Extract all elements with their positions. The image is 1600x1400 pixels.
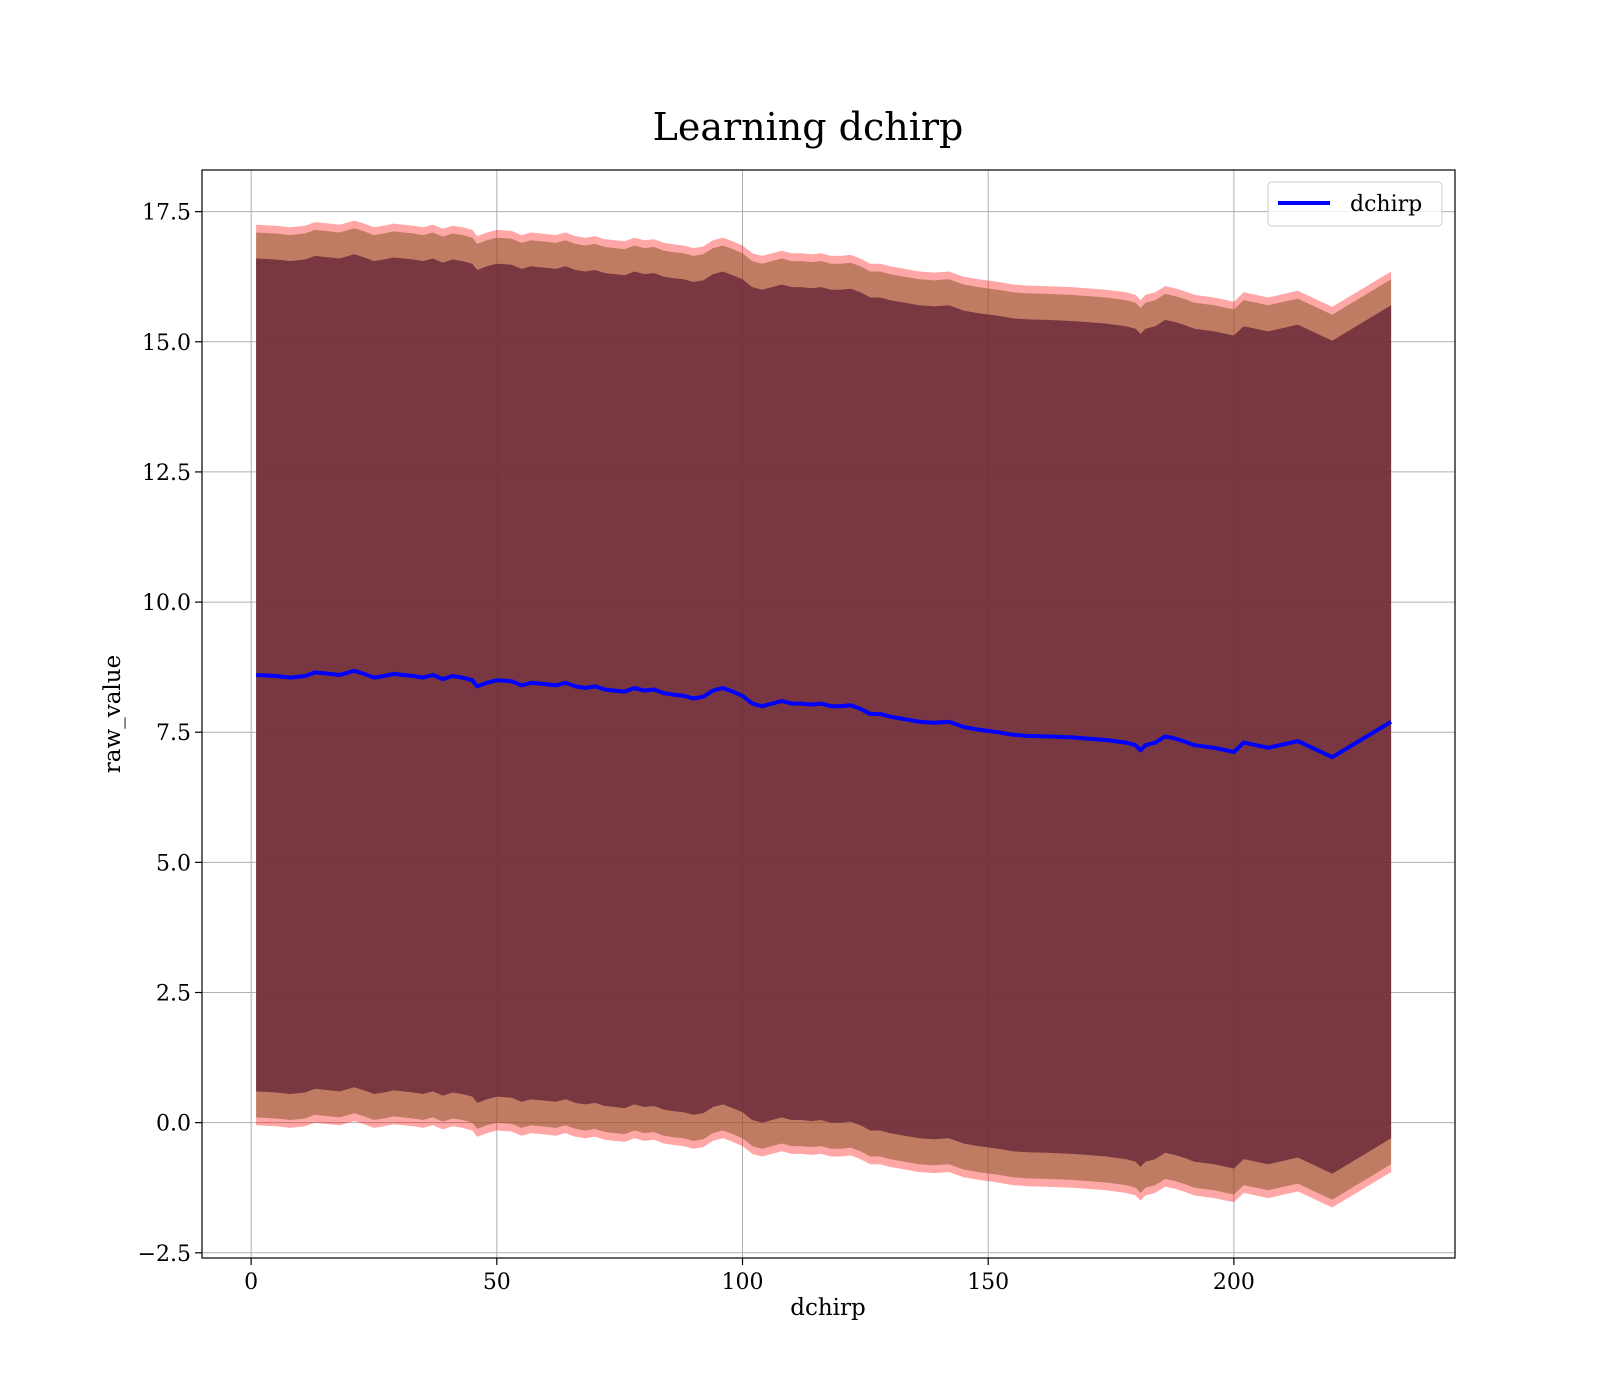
series-lines — [255, 668, 1393, 760]
y-tick-label: 10.0 — [142, 591, 191, 616]
y-tick-label: 0.0 — [156, 1112, 191, 1137]
y-tick-label: 15.0 — [142, 331, 191, 356]
x-tick-label: 200 — [1213, 1270, 1255, 1295]
legend-label: dchirp — [1350, 192, 1422, 217]
series-line-dchirp — [255, 668, 1393, 760]
confidence-bands — [256, 220, 1392, 1208]
legend-box — [1267, 181, 1443, 227]
x-axis-label: dchirp — [790, 1295, 866, 1321]
x-tick-label: 0 — [244, 1270, 258, 1295]
legend: dchirp — [1267, 181, 1443, 227]
y-tick-label: 5.0 — [156, 851, 191, 876]
y-tick-label: 7.5 — [156, 721, 191, 746]
y-axis-label: raw_value — [100, 655, 126, 773]
y-tick-label: −2.5 — [138, 1242, 191, 1267]
y-tick-label: 2.5 — [156, 982, 191, 1007]
x-tick-label: 50 — [483, 1270, 511, 1295]
y-tick-label: 12.5 — [142, 461, 191, 486]
chart-title: Learning dchirp — [653, 105, 964, 149]
y-tick-label: 17.5 — [142, 201, 191, 226]
x-tick-label: 150 — [967, 1270, 1009, 1295]
band-inner — [256, 254, 1392, 1174]
x-tick-label: 100 — [722, 1270, 764, 1295]
plot-frame — [201, 169, 1456, 1259]
axis-ticks: 0 50 100 150 200 −2.5 0.0 2.5 5.0 7.5 10.0 12.5 15.0… — [138, 201, 1255, 1295]
